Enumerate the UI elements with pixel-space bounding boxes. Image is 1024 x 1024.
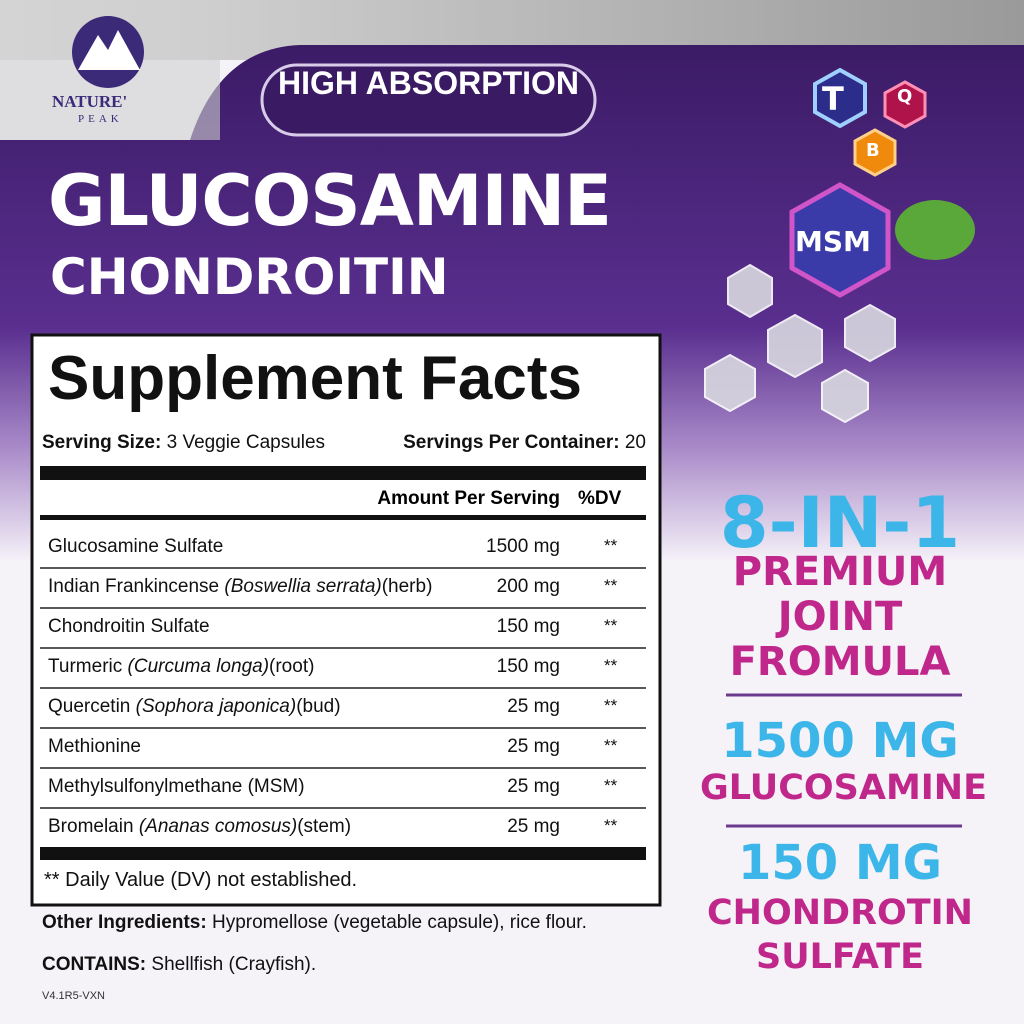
- ingredient-name: Glucosamine Sulfate: [48, 536, 224, 557]
- value: Hypromellose (vegetable capsule), rice f…: [211, 912, 587, 933]
- claim-line: SULFATE: [756, 937, 924, 977]
- title-line: GLUCOSAMINE: [48, 160, 612, 242]
- ingredient-part: (bud): [296, 696, 341, 717]
- column-header: %DV: [578, 488, 622, 509]
- claim-amount: 1500 MG: [721, 713, 959, 769]
- value: 3 Veggie Capsules: [166, 432, 326, 453]
- dv: **: [604, 616, 618, 635]
- badge: HIGH ABSORPTION: [277, 65, 580, 101]
- ingredient-latin: (Curcuma longa): [127, 656, 270, 677]
- hex-label: T: [822, 80, 844, 118]
- ingredient: Quercetin (Sophora japonica)(bud): [48, 696, 341, 718]
- hex-label: B: [866, 140, 880, 161]
- ingredient: Bromelain (Ananas comosus)(stem): [48, 816, 351, 838]
- claim-line: JOINT: [777, 594, 903, 640]
- column-header: Amount Per Serving: [377, 488, 560, 509]
- dv: **: [604, 816, 618, 835]
- hex-label: Q: [897, 86, 913, 107]
- footnote: ** Daily Value (DV) not established.: [44, 869, 358, 891]
- amount: 150 mg: [496, 656, 560, 677]
- value: 20: [624, 432, 646, 453]
- ingredient-part: (herb): [381, 576, 433, 597]
- ingredient: Methylsulfonylmethane (MSM): [48, 776, 305, 798]
- version: V4.1R5-VXN: [42, 990, 105, 1002]
- ingredient-name: Bromelain: [48, 816, 134, 837]
- label: Other Ingredients:: [42, 912, 207, 933]
- ingredient: Turmeric (Curcuma longa)(root): [48, 656, 314, 678]
- ingredient-name: Quercetin: [48, 696, 131, 717]
- amount: 25 mg: [507, 736, 560, 757]
- dv: **: [604, 536, 618, 555]
- amount: 25 mg: [507, 776, 560, 797]
- serving-size: Serving Size: 3 Veggie Capsules: [42, 432, 325, 454]
- amount: 150 mg: [496, 616, 560, 637]
- label: Serving Size:: [42, 432, 162, 453]
- facts-heading: Supplement Facts: [48, 344, 582, 413]
- claim-headline: 8-IN-1: [719, 482, 961, 564]
- ingredient: Glucosamine Sulfate: [48, 536, 223, 558]
- other-ingredients: Other Ingredients: Hypromellose (vegetab…: [42, 912, 587, 934]
- dv: **: [604, 656, 618, 675]
- ingredient-name: Methylsulfonylmethane (MSM): [48, 776, 305, 797]
- ingredient-part: (stem): [297, 816, 352, 837]
- ingredient-latin: (Ananas comosus): [138, 816, 298, 837]
- servings: Servings Per Container: 20: [403, 432, 646, 454]
- amount: 200 mg: [496, 576, 560, 597]
- dv: **: [604, 576, 618, 595]
- claim-line: CHONDROTIN: [707, 893, 973, 933]
- title-line: CHONDROITIN: [50, 248, 449, 306]
- ingredient: Indian Frankincense (Boswellia serrata)(…: [48, 576, 432, 598]
- hex-label: MSM: [795, 225, 871, 258]
- claim-amount: 150 MG: [737, 835, 943, 891]
- dv: **: [604, 736, 618, 755]
- claims: 8-IN-1 PREMIUM JOINT FROMULA 1500 MG GLU…: [700, 0, 987, 1024]
- ingredient: Chondroitin Sulfate: [48, 616, 210, 638]
- ingredient-name: Methionine: [48, 736, 141, 757]
- amount: 25 mg: [507, 816, 560, 837]
- contains: CONTAINS: Shellfish (Crayfish).: [42, 954, 316, 976]
- ingredient-name: Turmeric: [48, 656, 123, 677]
- value: Shellfish (Crayfish).: [151, 954, 317, 975]
- ingredient-latin: (Sophora japonica): [135, 696, 297, 717]
- claim-line: PREMIUM: [732, 549, 948, 595]
- ingredient-name: Indian Frankincense: [48, 576, 220, 597]
- label: Servings Per Container:: [403, 432, 620, 453]
- dv: **: [604, 776, 618, 795]
- dv: **: [604, 696, 618, 715]
- amount: 1500 mg: [486, 536, 560, 557]
- brand-sub: PEAK: [78, 113, 123, 125]
- label: CONTAINS:: [42, 954, 147, 975]
- brand-name: NATURE': [52, 92, 128, 111]
- ingredient-latin: (Boswellia serrata): [224, 576, 382, 597]
- ingredient-name: Chondroitin Sulfate: [48, 616, 210, 637]
- ingredient: Methionine: [48, 736, 141, 758]
- claim-line: FROMULA: [729, 639, 951, 685]
- ingredient-part: (root): [269, 656, 315, 677]
- amount: 25 mg: [507, 696, 560, 717]
- claim-line: GLUCOSAMINE: [700, 768, 987, 808]
